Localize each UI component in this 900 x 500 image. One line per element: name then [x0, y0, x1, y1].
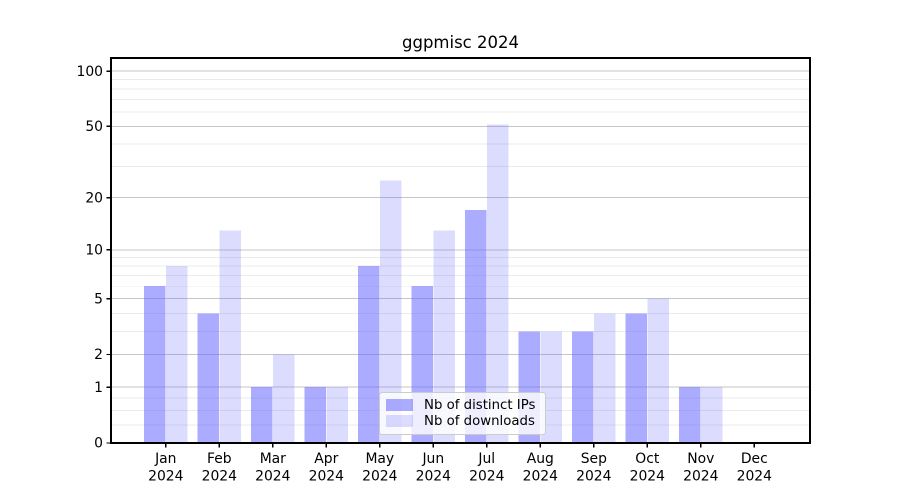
x-tick-label: Sep 2024	[576, 451, 612, 485]
legend-swatch-ips	[386, 399, 413, 411]
legend-label-ips: Nb of distinct IPs	[424, 397, 536, 413]
legend: Nb of distinct IPs Nb of downloads	[379, 392, 546, 435]
x-tick-label: Nov 2024	[683, 451, 719, 485]
x-tick-label: Aug 2024	[523, 451, 559, 485]
bar-downloads-Oct-2024	[647, 298, 669, 443]
bar-downloads-Nov-2024	[701, 387, 723, 443]
y-tick-label: 20	[85, 190, 103, 206]
bar-downloads-Apr-2024	[326, 387, 348, 443]
bar-downloads-Feb-2024	[219, 230, 241, 443]
y-tick-label: 100	[76, 64, 103, 80]
bar-downloads-Jul-2024	[487, 124, 509, 443]
x-tick-label: Apr 2024	[309, 451, 345, 485]
bar-downloads-Jun-2024	[433, 230, 455, 443]
bar-ips-Oct-2024	[625, 313, 647, 443]
x-tick-label: Jul 2024	[469, 451, 505, 485]
bar-downloads-Sep-2024	[594, 313, 616, 443]
bar-ips-Apr-2024	[304, 387, 326, 443]
y-tick-label: 10	[85, 243, 103, 259]
legend-row-downloads: Nb of downloads	[386, 413, 538, 429]
bar-ips-Nov-2024	[679, 387, 701, 443]
bar-ips-Mar-2024	[251, 387, 273, 443]
bar-ips-Feb-2024	[197, 313, 219, 443]
x-tick-label: Mar 2024	[255, 451, 291, 485]
x-tick-label: Jan 2024	[148, 451, 184, 485]
legend-label-downloads: Nb of downloads	[424, 413, 535, 429]
x-tick-label: Oct 2024	[630, 451, 666, 485]
bar-downloads-Mar-2024	[273, 354, 295, 443]
x-tick-label: Jun 2024	[416, 451, 452, 485]
y-tick-label: 0	[94, 436, 103, 452]
legend-row-ips: Nb of distinct IPs	[386, 397, 538, 413]
y-tick-label: 2	[94, 347, 103, 363]
bar-ips-Jan-2024	[144, 286, 166, 443]
bar-ips-Jul-2024	[465, 210, 487, 443]
bar-downloads-Jan-2024	[166, 265, 188, 443]
legend-swatch-downloads	[386, 415, 413, 427]
y-tick-label: 1	[94, 380, 103, 396]
plot-border	[110, 57, 811, 444]
bar-ips-May-2024	[358, 265, 380, 443]
chart-title: ggpmisc 2024	[402, 33, 519, 52]
bar-downloads-May-2024	[380, 180, 402, 443]
y-tick-label: 5	[94, 291, 103, 307]
bar-ips-Sep-2024	[572, 331, 594, 443]
x-tick-label: Dec 2024	[737, 451, 773, 485]
x-tick-label: Feb 2024	[202, 451, 238, 485]
y-tick-label: 50	[85, 119, 103, 135]
x-tick-label: May 2024	[362, 451, 398, 485]
